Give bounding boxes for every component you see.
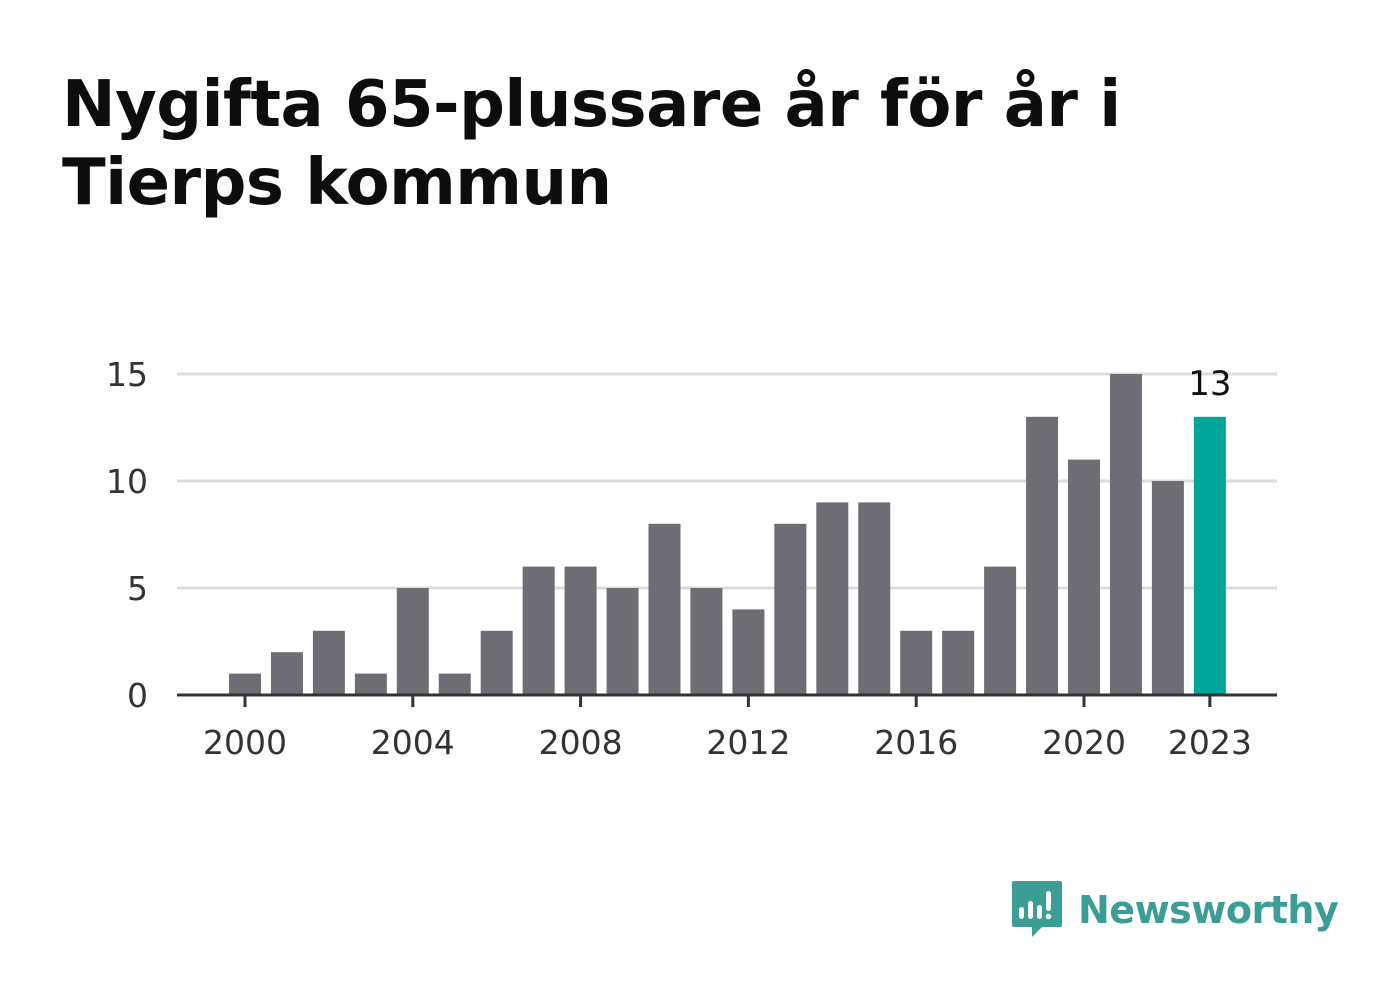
y-tick-label: 10 (106, 462, 148, 501)
bar-2007 (522, 566, 555, 695)
x-tick-label: 2004 (371, 723, 455, 762)
newsworthy-logo: Newsworthy (1010, 878, 1339, 942)
bar-2017 (942, 630, 975, 695)
bar-2021 (1109, 374, 1142, 695)
bar-2010 (648, 523, 681, 695)
bar-2003 (354, 673, 387, 695)
x-tick-label: 2012 (706, 723, 790, 762)
bar-2012 (732, 609, 765, 695)
bar-2009 (606, 588, 639, 695)
y-tick-label: 15 (106, 355, 148, 394)
x-tick-label: 2008 (539, 723, 623, 762)
brand-name: Newsworthy (1078, 888, 1339, 932)
x-tick-label: 2020 (1042, 723, 1126, 762)
bar-2006 (480, 630, 513, 695)
chart-title: Nygifta 65-plussare år för år i Tierps k… (62, 68, 1121, 220)
bar-2001 (270, 652, 303, 695)
bar-2015 (858, 502, 891, 695)
bars (229, 374, 1226, 695)
x-tick-label: 2000 (203, 723, 287, 762)
bar-2014 (816, 502, 849, 695)
newsworthy-chat-bars-icon (1012, 881, 1062, 937)
data-label: 13 (1188, 364, 1231, 404)
labels: 0 5 10 15 13 2000 2004 2008 2012 2016 2020 2023 (106, 355, 1252, 762)
x-tick-label: 2023 (1168, 723, 1252, 762)
bar-2000 (229, 673, 261, 695)
bar-2013 (774, 523, 807, 695)
bar-2020 (1068, 459, 1100, 695)
bar-2018 (984, 566, 1017, 695)
bar-2004 (396, 588, 429, 695)
x-axis (177, 693, 1277, 707)
y-tick-label: 5 (127, 569, 148, 608)
bar-2022 (1151, 481, 1184, 695)
x-tick-label: 2016 (874, 723, 958, 762)
bar-2019 (1026, 416, 1059, 695)
y-tick-label: 0 (127, 676, 148, 715)
bar-2002 (312, 630, 345, 695)
bar-2005 (438, 673, 471, 695)
bar-2011 (690, 588, 723, 695)
bar-2008 (564, 566, 597, 695)
bar-2023 (1193, 416, 1226, 695)
bar-2016 (900, 630, 933, 695)
